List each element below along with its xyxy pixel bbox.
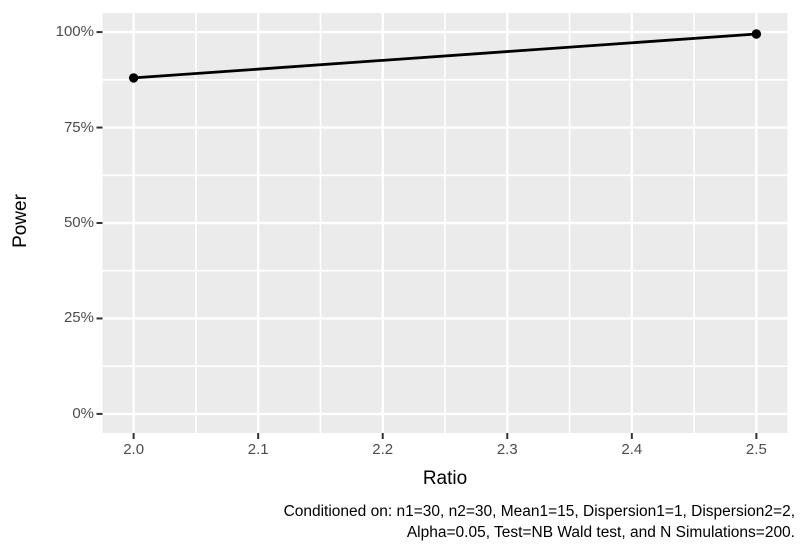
x-tick-label: 2.4 bbox=[621, 441, 643, 458]
x-tick-label: 2.3 bbox=[496, 441, 518, 458]
y-tick-label: 0% bbox=[72, 404, 94, 422]
y-tick-label: 75% bbox=[63, 118, 94, 136]
caption-line-2: Alpha=0.05, Test=NB Wald test, and N Sim… bbox=[406, 524, 795, 541]
caption-line-1: Conditioned on: n1=30, n2=30, Mean1=15, … bbox=[283, 503, 795, 520]
data-point bbox=[128, 73, 139, 83]
data-point bbox=[751, 29, 762, 39]
y-tick-label: 25% bbox=[63, 309, 94, 327]
plot-caption: Conditioned on: n1=30, n2=30, Mean1=15, … bbox=[284, 501, 795, 543]
x-tick-label: 2.1 bbox=[247, 441, 269, 458]
series-line bbox=[133, 32, 757, 80]
x-tick-label: 2.5 bbox=[745, 441, 767, 458]
y-tick-label: 50% bbox=[63, 214, 94, 231]
x-tick-label: 2.0 bbox=[123, 441, 145, 458]
x-axis-title: Ratio bbox=[422, 468, 468, 489]
x-tick-label: 2.2 bbox=[372, 441, 394, 458]
y-tick-label: 100% bbox=[55, 23, 94, 41]
y-axis-title: Power bbox=[10, 194, 31, 248]
